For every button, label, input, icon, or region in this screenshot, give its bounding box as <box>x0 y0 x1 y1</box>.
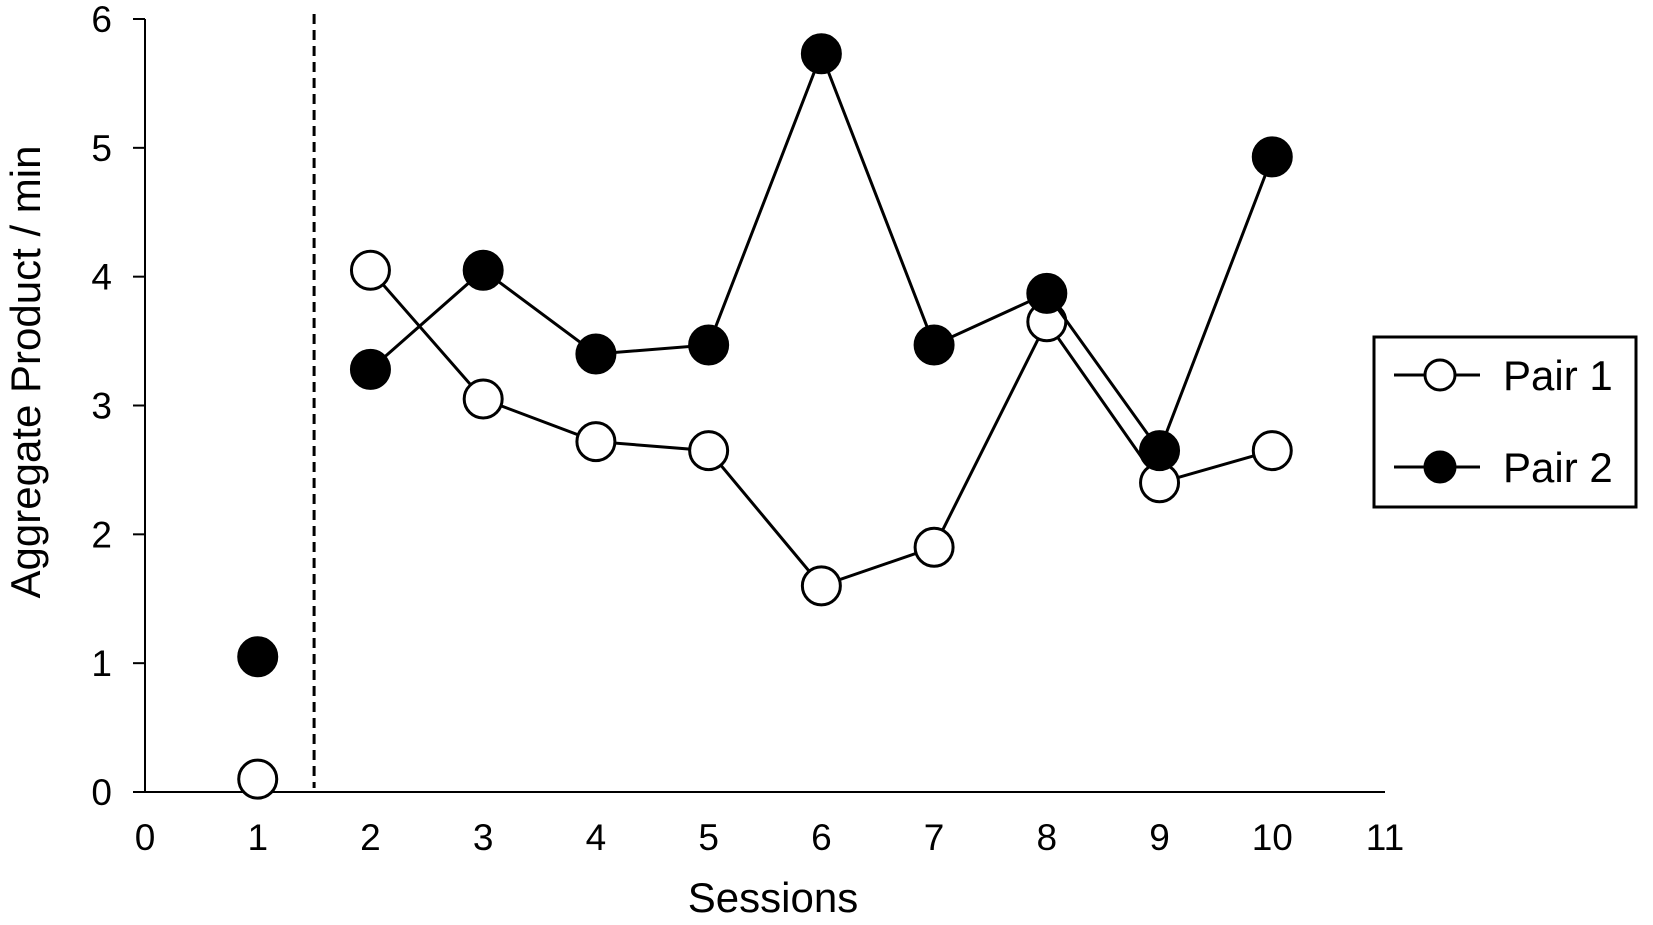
x-tick-label: 6 <box>811 817 832 858</box>
x-tick-label: 4 <box>586 817 607 858</box>
legend-marker <box>1423 358 1457 392</box>
series-group <box>237 33 1293 800</box>
y-tick-label: 6 <box>91 0 112 40</box>
x-tick-label: 8 <box>1037 817 1058 858</box>
data-point <box>800 33 842 75</box>
x-tick-label: 2 <box>360 817 381 858</box>
y-tick-label: 5 <box>91 128 112 169</box>
data-point <box>237 636 279 678</box>
data-point <box>1026 272 1068 314</box>
data-point <box>1251 430 1293 472</box>
x-tick-label: 10 <box>1252 817 1293 858</box>
legend-label: Pair 1 <box>1503 352 1613 399</box>
x-tick-label: 0 <box>135 817 156 858</box>
series-line <box>369 49 1274 454</box>
y-tick-label: 0 <box>91 772 112 813</box>
data-point <box>913 324 955 366</box>
data-point <box>349 249 391 291</box>
data-point <box>688 430 730 472</box>
data-point <box>237 758 279 800</box>
legend: Pair 1 Pair 2 <box>1372 335 1638 509</box>
legend-marker <box>1423 450 1457 484</box>
data-point <box>913 526 955 568</box>
x-axis-ticks: 0 1 2 3 4 5 6 7 8 9 10 11 <box>135 817 1405 858</box>
y-axis-ticks: 0 1 2 3 4 5 6 <box>91 0 145 813</box>
series-2 <box>237 33 1293 678</box>
data-point <box>688 324 730 366</box>
x-tick-label: 5 <box>698 817 719 858</box>
data-point <box>462 378 504 420</box>
series-1 <box>237 249 1293 800</box>
legend-box <box>1372 335 1638 509</box>
legend-label: Pair 2 <box>1503 444 1613 491</box>
x-tick-label: 7 <box>924 817 945 858</box>
data-point <box>575 333 617 375</box>
x-axis-title: Sessions <box>688 874 858 921</box>
data-point <box>349 348 391 390</box>
y-tick-label: 3 <box>91 386 112 427</box>
x-tick-label: 11 <box>1366 817 1404 858</box>
data-point <box>575 421 617 463</box>
y-tick-label: 1 <box>91 643 112 684</box>
x-tick-label: 9 <box>1149 817 1170 858</box>
y-tick-label: 4 <box>91 257 112 298</box>
x-tick-label: 1 <box>247 817 268 858</box>
data-point <box>462 249 504 291</box>
data-point <box>1139 430 1181 472</box>
data-point <box>800 565 842 607</box>
axes <box>144 19 1385 793</box>
series-line <box>369 269 1273 588</box>
y-tick-label: 2 <box>91 514 112 555</box>
y-axis-title: Aggregate Product / min <box>2 146 49 599</box>
x-tick-label: 3 <box>473 817 494 858</box>
data-point <box>1251 136 1293 178</box>
